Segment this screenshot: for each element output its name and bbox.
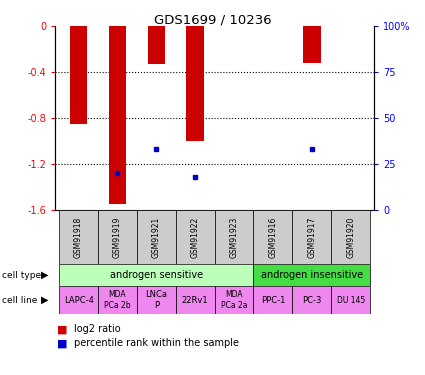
Bar: [215, 210, 253, 264]
Text: GSM91923: GSM91923: [230, 216, 238, 258]
Text: GSM91916: GSM91916: [269, 216, 278, 258]
Bar: [253, 210, 292, 264]
Bar: [70, 26, 87, 124]
Bar: [147, 26, 165, 64]
Text: ■: ■: [57, 324, 68, 334]
Text: GSM91919: GSM91919: [113, 216, 122, 258]
Text: ▶: ▶: [41, 270, 48, 280]
Bar: [292, 286, 331, 314]
Bar: [331, 210, 370, 264]
Bar: [59, 264, 253, 286]
Text: GSM91920: GSM91920: [346, 216, 355, 258]
Text: androgen sensitive: androgen sensitive: [110, 270, 203, 280]
Text: cell line: cell line: [2, 296, 37, 304]
Bar: [59, 210, 98, 264]
Bar: [331, 286, 370, 314]
Bar: [253, 264, 370, 286]
Text: LNCa
P: LNCa P: [145, 291, 167, 310]
Text: log2 ratio: log2 ratio: [74, 324, 121, 334]
Text: GSM91921: GSM91921: [152, 216, 161, 258]
Text: 22Rv1: 22Rv1: [182, 296, 209, 304]
Text: DU 145: DU 145: [337, 296, 365, 304]
Bar: [292, 210, 331, 264]
Text: GSM91917: GSM91917: [307, 216, 316, 258]
Bar: [59, 286, 98, 314]
Bar: [176, 286, 215, 314]
Bar: [187, 26, 204, 141]
Text: LAPC-4: LAPC-4: [64, 296, 94, 304]
Bar: [109, 26, 126, 204]
Text: percentile rank within the sample: percentile rank within the sample: [74, 339, 239, 348]
Bar: [98, 210, 137, 264]
Bar: [215, 286, 253, 314]
Bar: [98, 286, 137, 314]
Text: PPC-1: PPC-1: [261, 296, 285, 304]
Text: MDA
PCa 2a: MDA PCa 2a: [221, 291, 247, 310]
Text: ▶: ▶: [41, 295, 48, 305]
Bar: [303, 26, 320, 63]
Bar: [137, 286, 176, 314]
Bar: [176, 210, 215, 264]
Text: androgen insensitive: androgen insensitive: [261, 270, 363, 280]
Text: ■: ■: [57, 339, 68, 348]
Text: GDS1699 / 10236: GDS1699 / 10236: [154, 13, 271, 26]
Text: cell type: cell type: [2, 271, 41, 280]
Text: GSM91922: GSM91922: [191, 216, 200, 258]
Bar: [137, 210, 176, 264]
Text: PC-3: PC-3: [302, 296, 321, 304]
Bar: [253, 286, 292, 314]
Text: GSM91918: GSM91918: [74, 216, 83, 258]
Text: MDA
PCa 2b: MDA PCa 2b: [104, 291, 131, 310]
